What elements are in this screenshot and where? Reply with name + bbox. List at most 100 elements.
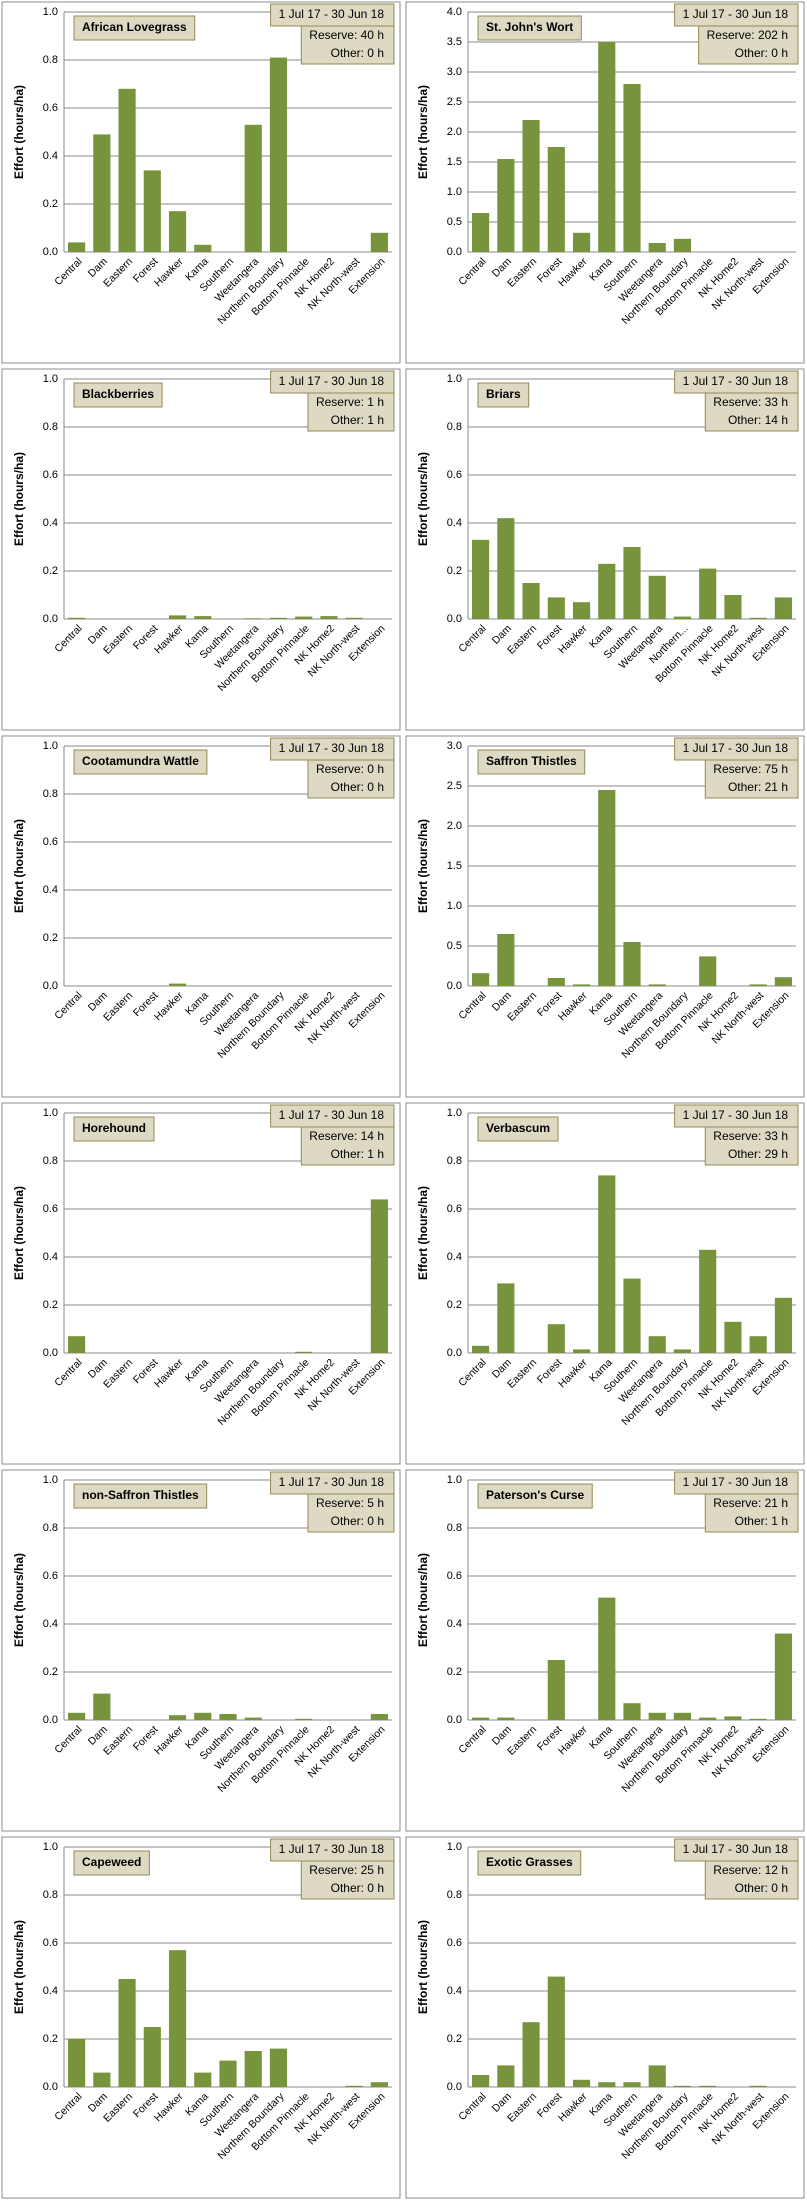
- date-range: 1 Jul 17 - 30 Jun 18: [279, 374, 385, 388]
- title-box: [477, 749, 586, 775]
- y-tick-label: 1.0: [43, 1107, 58, 1119]
- bar: [648, 2065, 666, 2087]
- y-tick-label: 1.0: [447, 1474, 462, 1486]
- y-tick-label: 0.2: [43, 1299, 58, 1311]
- other-hours: Other: 0 h: [735, 46, 788, 60]
- bar: [472, 973, 490, 986]
- bar: [497, 1283, 515, 1353]
- bar: [598, 42, 616, 252]
- reserve-hours: Reserve: 25 h: [309, 1863, 384, 1877]
- chart-panel: 0.0 0.5 1.0 1.5 2.0 2.5 3.0 3.5 4.0 Effort (hours…: [405, 1, 805, 364]
- y-tick-label: 1.0: [447, 900, 462, 912]
- y-tick-label: 0.8: [447, 1889, 462, 1901]
- bar: [598, 1597, 616, 1720]
- bar: [68, 617, 86, 619]
- bar: [749, 1336, 767, 1353]
- bar: [673, 2085, 692, 2087]
- bar: [774, 1633, 792, 1720]
- y-tick-label: 0.0: [447, 980, 462, 992]
- bar: [168, 1715, 187, 1720]
- title-box: [73, 1116, 155, 1142]
- chart-title: Capeweed: [82, 1855, 141, 1869]
- bar: [623, 942, 641, 986]
- bar: [244, 1717, 262, 1720]
- y-tick-label: 2.0: [447, 126, 462, 138]
- bar: [673, 238, 692, 252]
- bar: [572, 2079, 591, 2087]
- count-box: [704, 759, 799, 799]
- y-tick-label: 0.0: [447, 613, 462, 625]
- y-tick-label: 0.2: [43, 565, 58, 577]
- y-tick-label: 0.2: [43, 932, 58, 944]
- bar: [244, 2051, 262, 2087]
- reserve-hours: Reserve: 21 h: [713, 1496, 788, 1510]
- bar: [168, 211, 187, 252]
- bar: [673, 1349, 692, 1353]
- bar: [497, 934, 515, 986]
- y-tick-label: 0.0: [447, 1714, 462, 1726]
- bar: [572, 1349, 591, 1353]
- y-tick-label: 4.0: [447, 6, 462, 18]
- y-tick-label: 0.5: [447, 940, 462, 952]
- bar: [547, 1976, 565, 2087]
- bar: [724, 1321, 742, 1353]
- bar: [93, 1693, 111, 1720]
- y-tick-label: 1.0: [43, 740, 58, 752]
- other-hours: Other: 14 h: [728, 413, 788, 427]
- bar: [598, 1175, 616, 1353]
- bar: [598, 790, 616, 986]
- bar: [699, 1249, 717, 1353]
- y-axis-label: Effort (hours/ha): [416, 85, 430, 179]
- other-hours: Other: 1 h: [735, 1514, 788, 1528]
- bar: [623, 2082, 641, 2087]
- other-hours: Other: 1 h: [331, 413, 384, 427]
- y-axis-label: Effort (hours/ha): [416, 1186, 430, 1280]
- y-axis-label: Effort (hours/ha): [12, 1920, 26, 2014]
- bar: [244, 618, 262, 619]
- count-box: [307, 759, 395, 799]
- y-tick-label: 1.0: [447, 1107, 462, 1119]
- bar: [623, 1703, 641, 1720]
- bar: [699, 1717, 717, 1720]
- bar: [194, 244, 212, 252]
- other-hours: Other: 1 h: [331, 1147, 384, 1161]
- bar: [749, 984, 767, 986]
- date-range: 1 Jul 17 - 30 Jun 18: [279, 1842, 385, 1856]
- y-tick-label: 0.0: [447, 246, 462, 258]
- bar: [68, 242, 86, 252]
- y-axis-label: Effort (hours/ha): [12, 1553, 26, 1647]
- y-tick-label: 0.6: [447, 1570, 462, 1582]
- date-range: 1 Jul 17 - 30 Jun 18: [683, 1475, 789, 1489]
- bar: [168, 615, 187, 619]
- y-axis-label: Effort (hours/ha): [416, 452, 430, 546]
- title-box: [477, 15, 582, 41]
- chart-title: Saffron Thistles: [486, 754, 577, 768]
- bar: [598, 2082, 616, 2087]
- y-tick-label: 2.5: [447, 96, 462, 108]
- title-box: [477, 1116, 559, 1142]
- bar: [572, 232, 591, 252]
- bar: [370, 1714, 388, 1720]
- other-hours: Other: 0 h: [331, 46, 384, 60]
- bar: [370, 1199, 388, 1353]
- bar: [370, 232, 388, 252]
- y-axis-label: Effort (hours/ha): [12, 819, 26, 913]
- y-tick-label: 0.6: [447, 469, 462, 481]
- bar: [93, 134, 111, 252]
- count-box: [300, 1860, 395, 1900]
- reserve-hours: Reserve: 14 h: [309, 1129, 384, 1143]
- bar: [472, 2075, 490, 2087]
- reserve-hours: Reserve: 202 h: [707, 28, 788, 42]
- y-axis-label: Effort (hours/ha): [12, 85, 26, 179]
- bar: [547, 597, 565, 619]
- y-tick-label: 0.6: [447, 1203, 462, 1215]
- y-tick-label: 0.0: [43, 1714, 58, 1726]
- date-range: 1 Jul 17 - 30 Jun 18: [683, 374, 789, 388]
- chart-title: non-Saffron Thistles: [82, 1488, 199, 1502]
- bar: [749, 2085, 767, 2087]
